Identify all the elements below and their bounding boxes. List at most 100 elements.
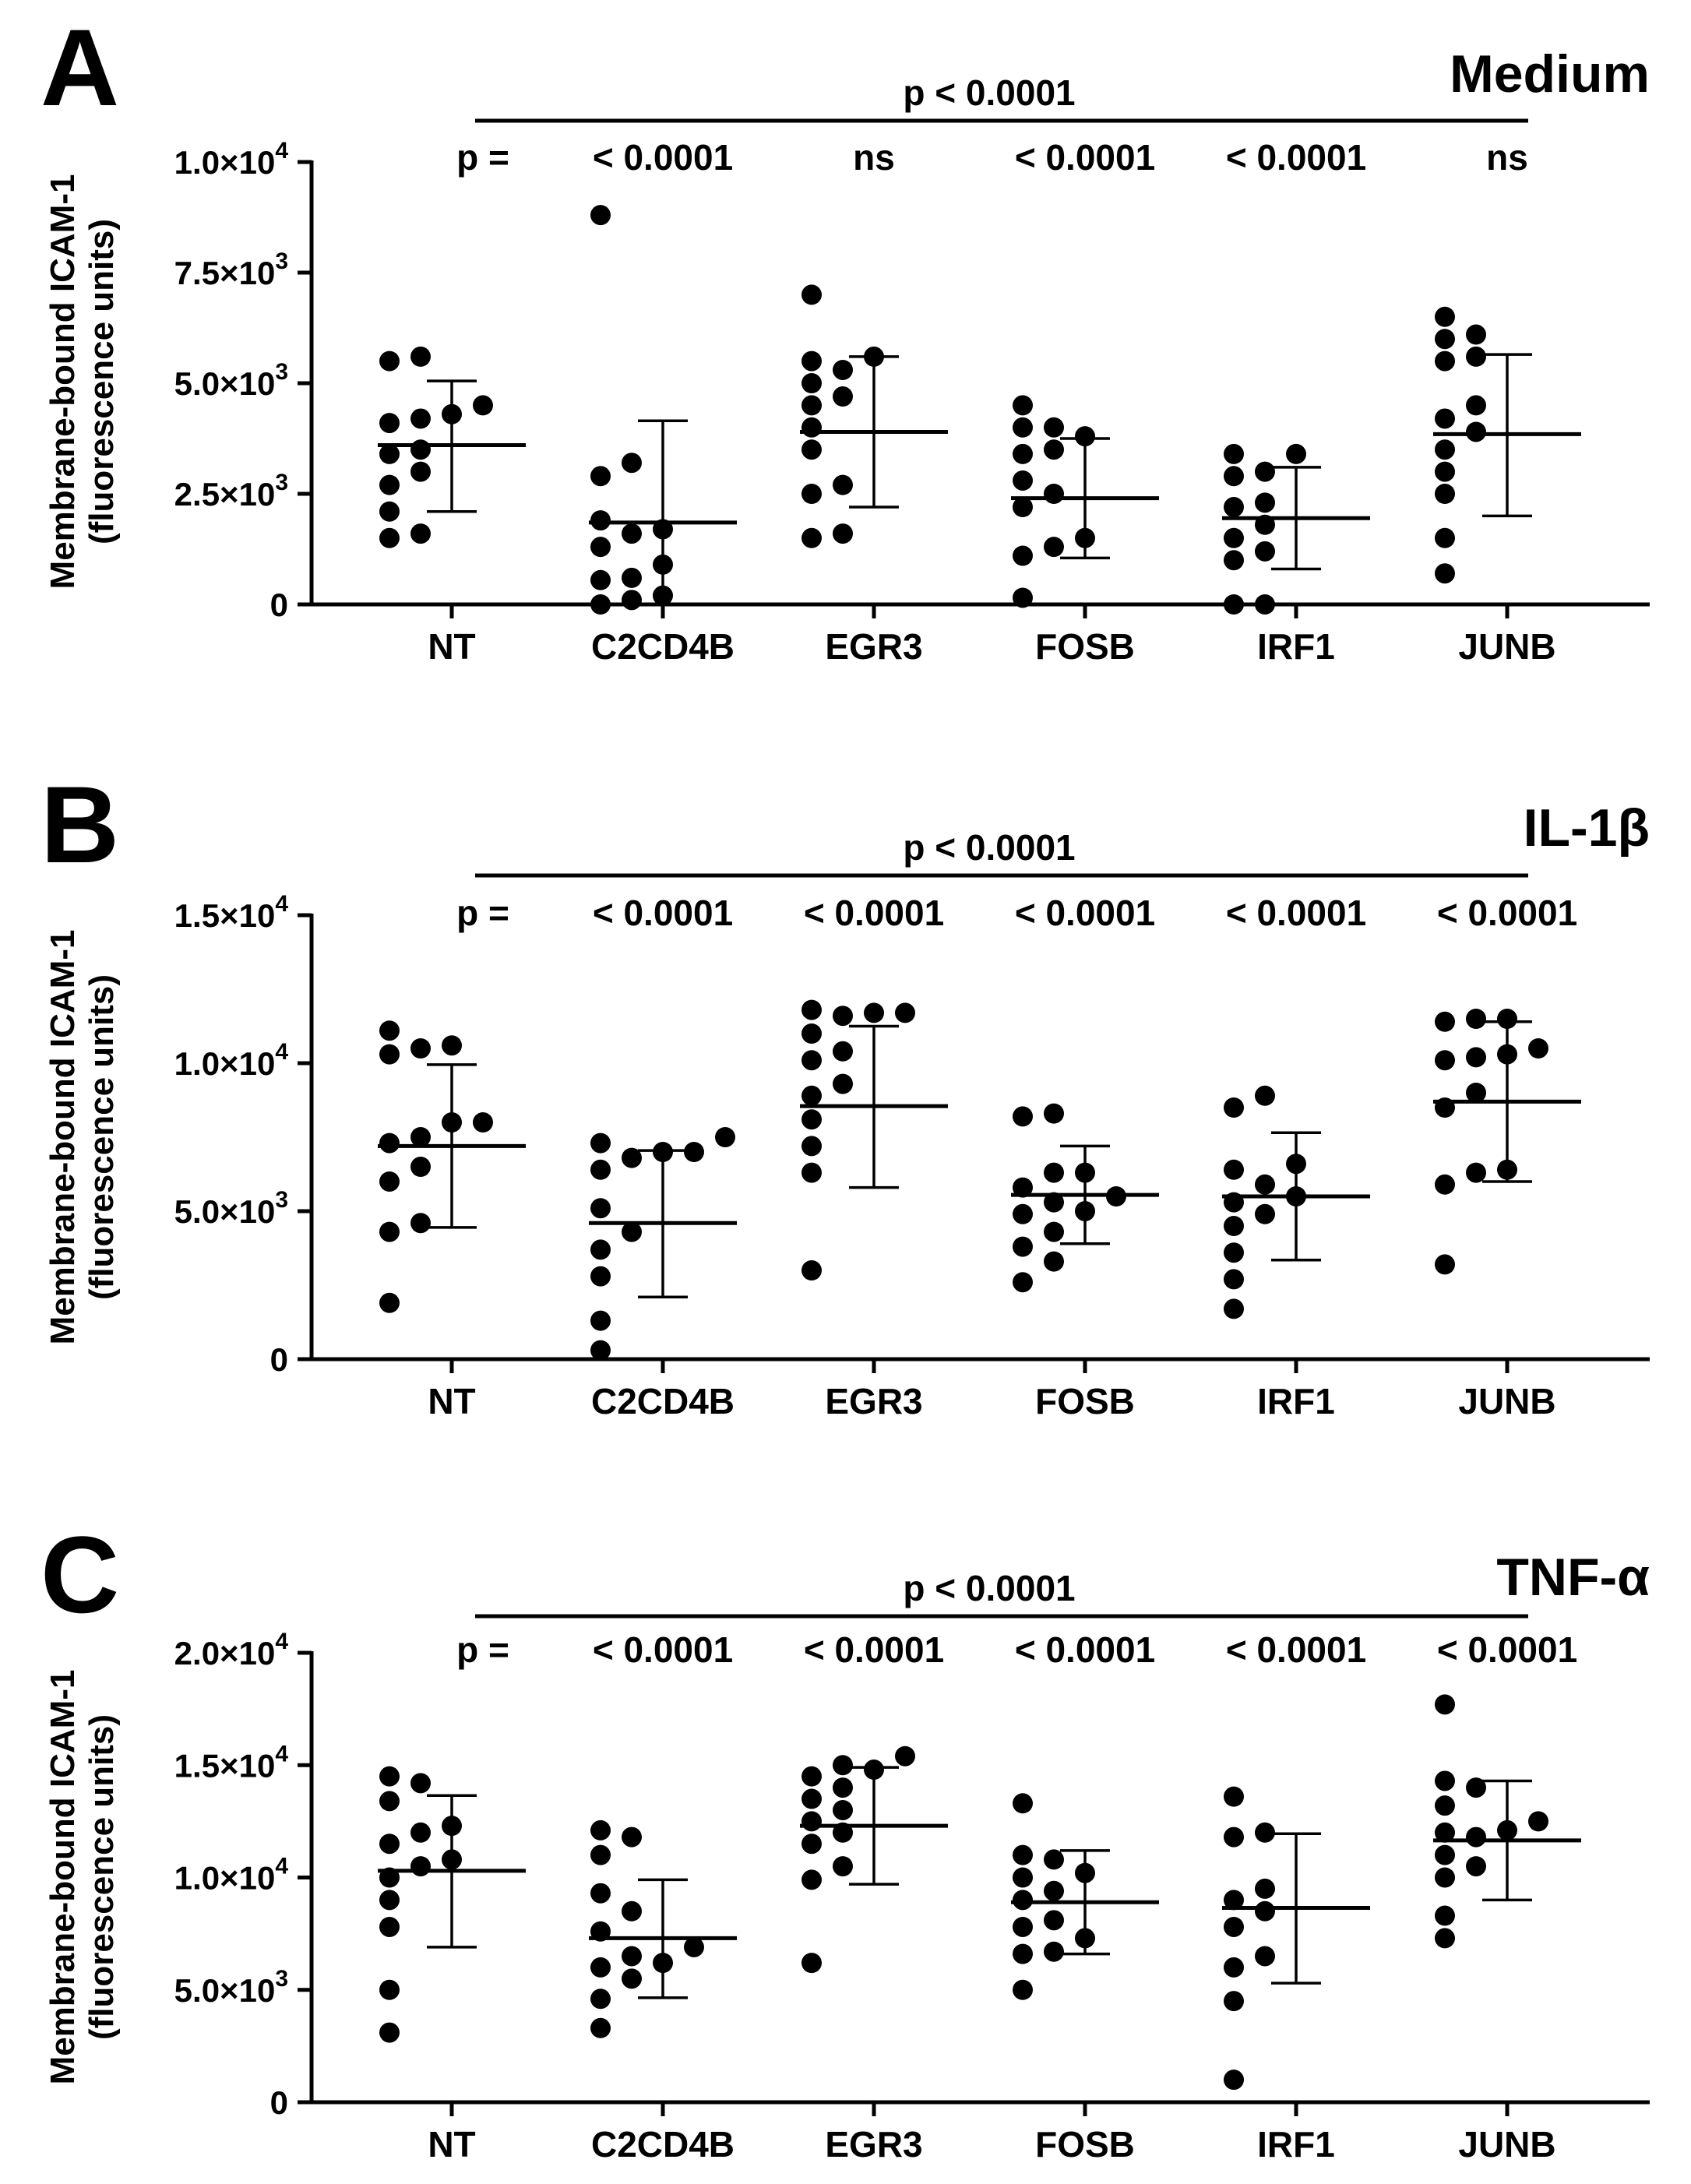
data-point xyxy=(833,1755,853,1776)
data-point xyxy=(1466,346,1486,367)
y-axis-label: Membrane-bound ICAM-1(fluorescence units… xyxy=(44,930,121,1345)
data-point xyxy=(801,1023,822,1044)
data-point xyxy=(833,1041,853,1062)
y-axis-label: Membrane-bound ICAM-1(fluorescence units… xyxy=(44,174,121,590)
data-point xyxy=(379,527,400,548)
data-point xyxy=(1435,1928,1455,1949)
data-point xyxy=(1013,545,1033,566)
group-irf1: IRF1 < 0.0001 xyxy=(1222,1629,1370,2165)
data-point xyxy=(1013,443,1033,464)
data-point xyxy=(653,585,673,606)
data-point xyxy=(1013,1272,1033,1293)
group-p-value: < 0.0001 xyxy=(804,1629,944,1670)
data-point xyxy=(653,519,673,540)
data-point xyxy=(1255,1900,1275,1922)
group-p-value: < 0.0001 xyxy=(1015,1629,1155,1670)
data-point xyxy=(1435,329,1455,350)
data-point xyxy=(379,1292,400,1313)
data-point xyxy=(590,510,611,531)
data-point xyxy=(442,1849,462,1870)
data-point xyxy=(1435,461,1455,482)
data-point xyxy=(379,1766,400,1787)
data-point xyxy=(1013,395,1033,416)
data-point xyxy=(1013,587,1033,608)
data-point xyxy=(833,1006,853,1027)
data-point xyxy=(622,1900,642,1922)
data-point xyxy=(1075,426,1095,447)
data-point xyxy=(1255,492,1275,513)
data-point xyxy=(1255,1878,1275,1899)
data-point xyxy=(410,1856,431,1877)
data-point xyxy=(590,1198,611,1219)
data-point xyxy=(1224,594,1244,615)
data-point xyxy=(590,1310,611,1331)
data-point xyxy=(590,1133,611,1154)
data-point xyxy=(684,1936,704,1957)
group-p-value: < 0.0001 xyxy=(1226,1629,1366,1670)
data-point xyxy=(801,1109,822,1130)
data-point xyxy=(379,1020,400,1041)
data-point xyxy=(622,453,642,474)
data-point xyxy=(1044,439,1064,460)
group-p-value: < 0.0001 xyxy=(1015,893,1155,933)
panel-a: A Medium p < 0.0001 0 2.5×103 5.0×103 7.5×103 1… xyxy=(41,6,1650,667)
data-point xyxy=(622,1147,642,1168)
data-point xyxy=(379,413,400,434)
data-point xyxy=(1224,497,1244,518)
data-point xyxy=(622,590,642,611)
data-point xyxy=(1255,514,1275,535)
data-point xyxy=(410,1773,431,1794)
data-point xyxy=(1435,408,1455,429)
y-tick-label: 1.0×104 xyxy=(174,1854,289,1897)
data-point xyxy=(1013,1236,1033,1257)
group-nt: NT p = xyxy=(378,1629,526,2165)
x-tick-label: EGR3 xyxy=(825,2124,922,2165)
panel-title: Medium xyxy=(1450,44,1650,104)
data-point xyxy=(410,523,431,544)
data-point xyxy=(895,1745,915,1767)
data-point xyxy=(1435,1174,1455,1195)
data-point xyxy=(1286,1186,1306,1206)
data-point xyxy=(622,567,642,588)
data-point xyxy=(1224,1957,1244,1978)
x-tick-label: EGR3 xyxy=(825,1381,922,1421)
y-tick-label: 7.5×103 xyxy=(174,248,288,291)
data-point xyxy=(379,1834,400,1855)
y-axis-label: Membrane-bound ICAM-1(fluorescence units… xyxy=(44,1670,121,2085)
data-point xyxy=(1435,306,1455,327)
data-point xyxy=(1466,1047,1486,1068)
data-point xyxy=(622,1968,642,1989)
y-tick-label: 1.5×104 xyxy=(174,1741,289,1784)
y-tick-label: 0 xyxy=(270,587,288,623)
data-point xyxy=(442,1816,462,1837)
x-tick-label: FOSB xyxy=(1035,1381,1135,1421)
group-egr3: EGR3 < 0.0001 xyxy=(800,1629,948,2165)
data-point xyxy=(1435,1097,1455,1118)
data-point xyxy=(1466,1083,1486,1103)
panel-b: B IL-1β p < 0.0001 0 5.0×103 1.0×104 1.5×104 Me… xyxy=(41,763,1650,1421)
data-point xyxy=(833,1073,853,1094)
data-point xyxy=(801,373,822,393)
group-junb: JUNB < 0.0001 xyxy=(1433,1629,1581,2165)
data-point xyxy=(1466,395,1486,416)
data-point xyxy=(864,346,884,367)
data-point xyxy=(410,346,431,367)
data-point xyxy=(622,1946,642,1967)
data-point xyxy=(1435,1905,1455,1926)
x-tick-label: JUNB xyxy=(1458,2124,1555,2165)
data-point xyxy=(1435,1694,1455,1715)
data-point xyxy=(590,466,611,487)
data-point xyxy=(833,1777,853,1798)
data-point xyxy=(715,1127,735,1147)
data-point xyxy=(1224,466,1244,487)
data-point xyxy=(1044,1162,1064,1183)
data-point xyxy=(1013,1943,1033,1964)
y-tick-label: 2.5×103 xyxy=(174,470,288,513)
group-p-value: ns xyxy=(1486,137,1528,178)
panel-title: TNF-α xyxy=(1496,1548,1650,1607)
data-point xyxy=(1435,1867,1455,1888)
data-point xyxy=(653,1142,673,1162)
data-point xyxy=(1224,1269,1244,1290)
x-tick-label: NT xyxy=(428,2124,475,2165)
data-point xyxy=(1224,1298,1244,1319)
